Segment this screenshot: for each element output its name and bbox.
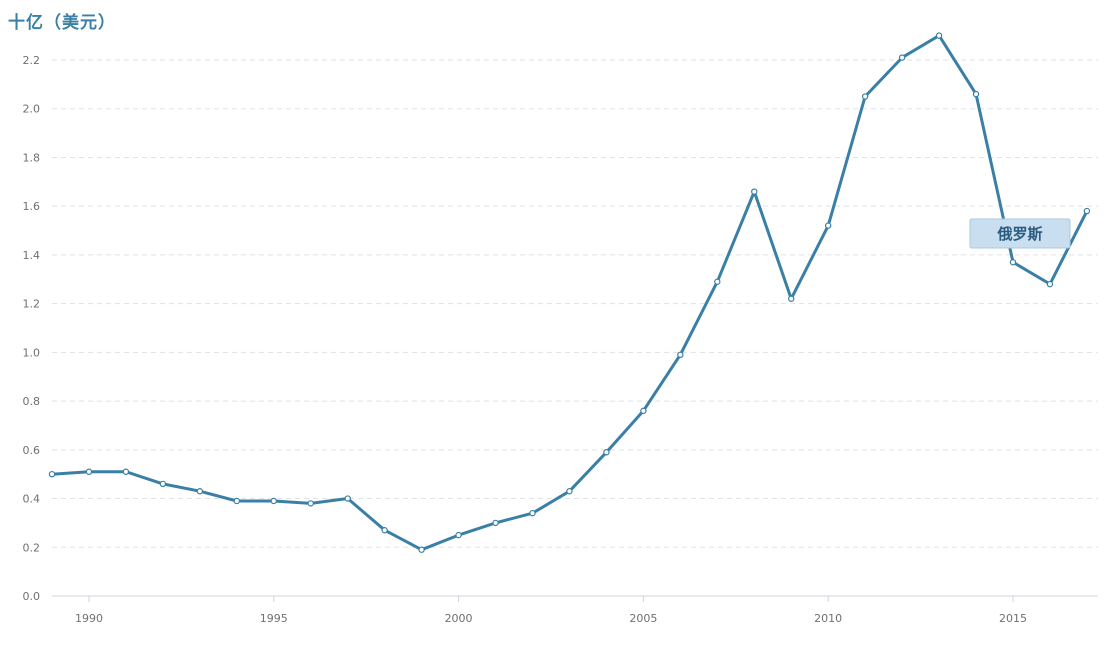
data-point[interactable] (455, 531, 462, 539)
y-tick-label: 1.6 (23, 200, 41, 213)
data-point[interactable] (603, 449, 610, 456)
data-point[interactable] (381, 527, 388, 534)
x-tick-label: 2010 (814, 612, 842, 625)
series-group (48, 32, 1091, 553)
y-tick-label: 1.0 (23, 346, 41, 359)
data-point[interactable] (898, 54, 906, 61)
data-point[interactable] (640, 407, 647, 415)
y-tick-label: 1.4 (23, 249, 41, 262)
y-tick-label: 2.0 (23, 103, 41, 116)
x-tick-label: 1995 (260, 612, 288, 625)
data-point[interactable] (307, 500, 314, 507)
data-point[interactable] (935, 32, 943, 39)
data-point[interactable] (1046, 280, 1054, 288)
y-tick-label: 1.2 (23, 298, 41, 311)
data-point[interactable] (85, 468, 93, 475)
data-point[interactable] (196, 488, 204, 495)
data-point[interactable] (492, 519, 499, 527)
series-label: 俄罗斯 (996, 225, 1042, 243)
x-tick-label: 2005 (629, 612, 657, 625)
data-point[interactable] (1009, 259, 1017, 266)
x-tick-label: 1990 (75, 612, 103, 625)
y-tick-label: 0.8 (23, 395, 41, 408)
y-tick-label: 0.2 (23, 541, 41, 554)
y-tick-label: 0.0 (23, 590, 41, 603)
data-point[interactable] (529, 509, 536, 517)
data-point[interactable] (344, 495, 351, 502)
x-tick-label: 2015 (999, 612, 1027, 625)
data-point[interactable] (861, 93, 869, 100)
data-point[interactable] (270, 497, 277, 505)
x-axis-ticks: 1990 1995 2000 2005 2010 2015 (52, 595, 1098, 625)
gridlines (52, 59, 1098, 597)
data-point[interactable] (233, 497, 241, 505)
data-point[interactable] (1083, 207, 1091, 215)
x-tick-label: 2000 (445, 612, 473, 625)
data-point[interactable] (751, 188, 758, 195)
data-point[interactable] (972, 90, 980, 98)
data-point[interactable] (714, 278, 721, 285)
data-point[interactable] (677, 351, 684, 358)
y-tick-label: 1.8 (23, 151, 41, 164)
y-tick-label: 0.6 (23, 444, 41, 457)
data-point[interactable] (48, 470, 56, 478)
y-unit-label: 十亿（美元） (8, 13, 116, 33)
y-tick-label: 2.2 (23, 54, 41, 67)
series-line (50, 34, 1089, 552)
data-point[interactable] (418, 546, 425, 553)
data-point[interactable] (566, 488, 573, 495)
y-axis-ticks: 0.0 0.2 0.4 0.6 0.8 1.0 1.2 1.4 1.6 1.8 2.0 2.2 (23, 54, 41, 603)
data-point[interactable] (122, 468, 130, 475)
data-point[interactable] (159, 480, 167, 488)
data-point[interactable] (788, 295, 795, 302)
series-label-group: 俄罗斯 (969, 218, 1071, 249)
data-point[interactable] (824, 222, 832, 229)
series-label-box (969, 218, 1071, 249)
y-tick-label: 0.4 (23, 493, 41, 506)
